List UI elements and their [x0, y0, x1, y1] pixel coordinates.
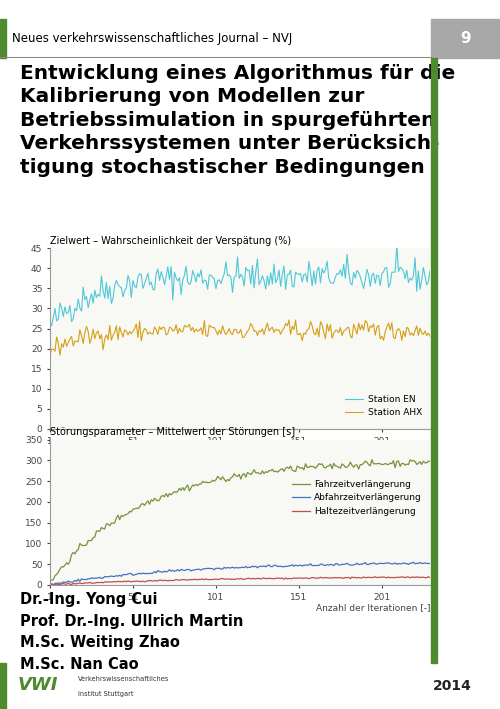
- Abfahrzeitverlängerung: [427, 559, 433, 567]
- Station AHX: [47, 351, 53, 359]
- Haltezeitverlängerung: [358, 574, 364, 582]
- Fahrzeitverlängerung: [47, 575, 53, 584]
- Text: Institut Stuttgart: Institut Stuttgart: [78, 691, 133, 697]
- Legend: Station EN, Station AHX: Station EN, Station AHX: [342, 391, 425, 421]
- Haltezeitverlängerung: [48, 581, 54, 589]
- Station AHX: [359, 320, 365, 329]
- Bar: [0, 19, 6, 58]
- Station EN: [118, 284, 124, 292]
- Text: Verkehrswissenschaftliches: Verkehrswissenschaftliches: [78, 676, 169, 682]
- Fahrzeitverlängerung: [338, 464, 344, 472]
- Bar: [431, 19, 500, 58]
- Fahrzeitverlängerung: [427, 457, 433, 466]
- Fahrzeitverlängerung: [369, 455, 375, 464]
- Text: 2014: 2014: [433, 679, 472, 693]
- Text: Neues verkehrswissenschaftliches Journal – NVJ: Neues verkehrswissenschaftliches Journal…: [12, 32, 293, 45]
- Line: Haltezeitverlängerung: Haltezeitverlängerung: [50, 576, 430, 585]
- Abfahrzeitverlängerung: [410, 558, 416, 566]
- Station AHX: [57, 351, 63, 359]
- Bar: [431, 58, 437, 663]
- Fahrzeitverlängerung: [178, 486, 184, 495]
- Haltezeitverlängerung: [349, 573, 355, 581]
- Line: Station AHX: Station AHX: [50, 320, 430, 355]
- Station AHX: [118, 328, 124, 337]
- Fahrzeitverlängerung: [349, 461, 355, 469]
- Station EN: [48, 321, 54, 330]
- Text: Dr.-Ing. Yong Cui
Prof. Dr.-Ing. Ullrich Martin
M.Sc. Weiting Zhao
M.Sc. Nan Cao: Dr.-Ing. Yong Cui Prof. Dr.-Ing. Ullrich…: [20, 592, 244, 672]
- Haltezeitverlängerung: [118, 577, 124, 586]
- Abfahrzeitverlängerung: [47, 581, 53, 589]
- Station AHX: [339, 331, 345, 340]
- Station EN: [402, 274, 408, 283]
- Text: Entwicklung eines Algorithmus für die
Kalibrierung von Modellen zur
Betriebssimu: Entwicklung eines Algorithmus für die Ka…: [20, 64, 455, 177]
- Station EN: [47, 318, 53, 327]
- X-axis label: Anzahl der Iterationen [-]: Anzahl der Iterationen [-]: [316, 447, 430, 456]
- Haltezeitverlängerung: [427, 574, 433, 582]
- Abfahrzeitverlängerung: [356, 560, 362, 569]
- Line: Abfahrzeitverlängerung: Abfahrzeitverlängerung: [50, 562, 430, 585]
- Station EN: [358, 273, 364, 281]
- Abfahrzeitverlängerung: [116, 571, 122, 579]
- Text: Störungsparameter – Mittelwert der Störungen [s]: Störungsparameter – Mittelwert der Störu…: [50, 428, 295, 437]
- Text: VWI: VWI: [18, 676, 58, 694]
- Station EN: [349, 281, 355, 289]
- Fahrzeitverlängerung: [118, 511, 124, 520]
- Station AHX: [292, 316, 298, 324]
- Haltezeitverlängerung: [338, 574, 344, 582]
- Abfahrzeitverlängerung: [426, 559, 432, 568]
- Station EN: [394, 241, 400, 250]
- Text: Zielwert – Wahrscheinlichkeit der Verspätung (%): Zielwert – Wahrscheinlichkeit der Verspä…: [50, 236, 291, 246]
- Fahrzeitverlängerung: [48, 576, 54, 585]
- Station EN: [338, 265, 344, 274]
- Text: 9: 9: [460, 31, 471, 46]
- Bar: [0, 663, 6, 709]
- Haltezeitverlängerung: [47, 580, 53, 588]
- Station AHX: [178, 328, 184, 336]
- Haltezeitverlängerung: [426, 572, 432, 581]
- Line: Station EN: Station EN: [50, 245, 430, 325]
- Fahrzeitverlängerung: [402, 461, 408, 469]
- Station AHX: [427, 332, 433, 340]
- Station EN: [178, 290, 184, 298]
- X-axis label: Anzahl der Iterationen [-]: Anzahl der Iterationen [-]: [316, 603, 430, 612]
- Abfahrzeitverlängerung: [176, 566, 182, 575]
- Haltezeitverlängerung: [400, 573, 406, 581]
- Abfahrzeitverlängerung: [399, 559, 405, 568]
- Abfahrzeitverlängerung: [348, 561, 354, 569]
- Station AHX: [402, 333, 408, 341]
- Legend: Fahrzeitverlängerung, Abfahrzeitverlängerung, Haltezeitverlängerung: Fahrzeitverlängerung, Abfahrzeitverlänge…: [288, 476, 426, 520]
- Line: Fahrzeitverlängerung: Fahrzeitverlängerung: [50, 459, 430, 581]
- Fahrzeitverlängerung: [358, 460, 364, 469]
- Station AHX: [350, 320, 356, 328]
- Station EN: [427, 267, 433, 275]
- Haltezeitverlängerung: [178, 576, 184, 584]
